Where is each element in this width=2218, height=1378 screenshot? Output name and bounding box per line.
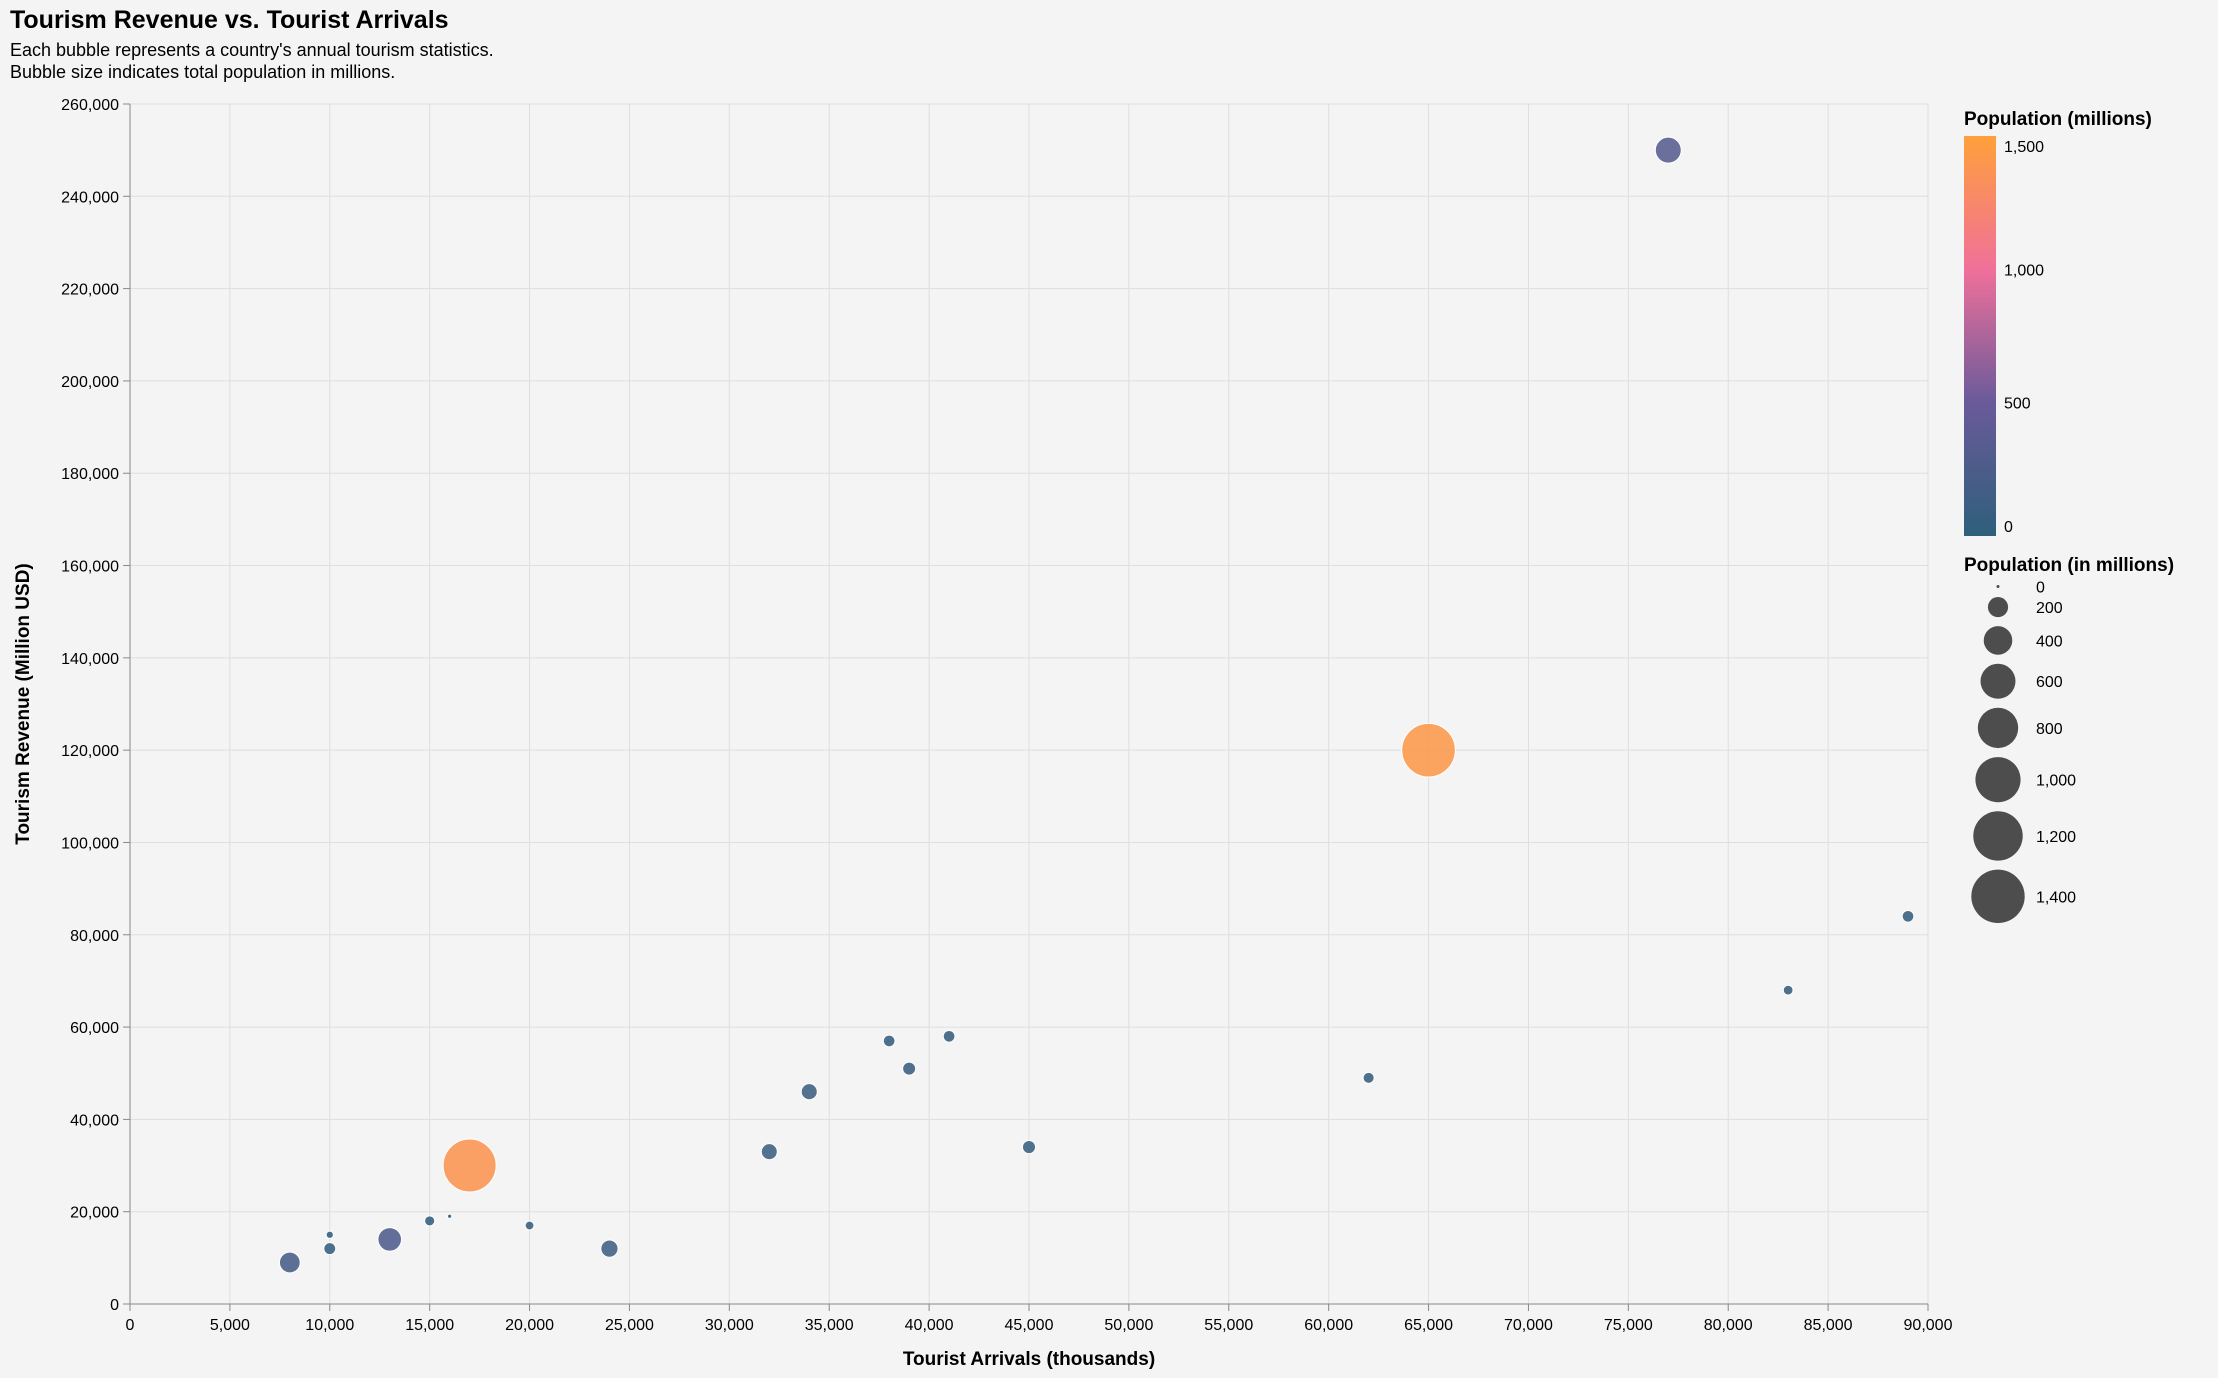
x-tick-label: 40,000 [905, 1317, 954, 1334]
size-legend-symbol [1987, 597, 2009, 618]
data-bubble [1401, 722, 1456, 778]
size-legend-label: 800 [2036, 721, 2063, 738]
size-legend-symbol [1975, 757, 2021, 803]
size-legend-label: 200 [2036, 600, 2063, 617]
y-tick-label: 140,000 [61, 651, 119, 668]
y-tick-label: 80,000 [70, 928, 119, 945]
data-bubble [942, 1029, 956, 1043]
x-tick-label: 5,000 [210, 1317, 250, 1334]
y-tick-label: 200,000 [61, 374, 119, 391]
data-bubble [600, 1239, 619, 1258]
data-bubble [1654, 136, 1682, 164]
color-legend-label: 1,500 [2004, 139, 2044, 156]
color-legend-title: Population (millions) [1964, 109, 2152, 130]
x-tick-label: 70,000 [1504, 1317, 1553, 1334]
size-legend-label: 1,000 [2036, 773, 2076, 790]
data-bubble [442, 1138, 497, 1193]
size-legend-symbol [1983, 626, 2013, 655]
y-tick-label: 0 [110, 1297, 119, 1314]
size-legend-symbol [1971, 869, 2025, 924]
size-legend-symbol [1973, 811, 2023, 861]
data-bubble [424, 1215, 436, 1227]
y-tick-label: 60,000 [70, 1020, 119, 1037]
x-tick-label: 0 [126, 1317, 135, 1334]
data-bubble [1901, 909, 1915, 923]
data-bubble [447, 1213, 453, 1219]
data-bubble [524, 1220, 535, 1231]
y-tick-label: 260,000 [61, 97, 119, 114]
x-tick-label: 65,000 [1404, 1317, 1453, 1334]
x-tick-label: 55,000 [1204, 1317, 1253, 1334]
chart-subtitle-line-1: Each bubble represents a country's annua… [10, 40, 494, 60]
chart-subtitle-line-2: Bubble size indicates total population i… [10, 62, 396, 82]
data-bubble [760, 1143, 778, 1161]
x-tick-label: 90,000 [1904, 1317, 1953, 1334]
x-tick-label: 60,000 [1304, 1317, 1353, 1334]
y-tick-label: 240,000 [61, 189, 119, 206]
x-tick-label: 45,000 [1005, 1317, 1054, 1334]
y-axis-title: Tourism Revenue (Million USD) [13, 563, 34, 845]
x-tick-label: 85,000 [1804, 1317, 1853, 1334]
y-tick-label: 180,000 [61, 466, 119, 483]
color-legend-bar [1964, 136, 1996, 536]
data-bubble [902, 1061, 917, 1076]
size-legend-symbol [1980, 663, 2016, 699]
color-legend-label: 1,000 [2004, 262, 2044, 279]
data-bubble [278, 1251, 301, 1274]
size-legend-label: 1,200 [2036, 829, 2076, 846]
y-tick-label: 20,000 [70, 1205, 119, 1222]
x-tick-label: 25,000 [605, 1317, 654, 1334]
x-tick-label: 80,000 [1704, 1317, 1753, 1334]
data-bubble [1782, 984, 1794, 996]
y-tick-label: 40,000 [70, 1112, 119, 1129]
y-tick-label: 160,000 [61, 559, 119, 576]
chart-title: Tourism Revenue vs. Tourist Arrivals [10, 6, 449, 34]
x-tick-label: 10,000 [305, 1317, 354, 1334]
y-tick-label: 220,000 [61, 282, 119, 299]
data-bubble [323, 1242, 337, 1256]
y-tick-label: 100,000 [61, 835, 119, 852]
size-legend-symbol [1977, 707, 2019, 749]
x-tick-label: 30,000 [705, 1317, 754, 1334]
x-tick-label: 35,000 [805, 1317, 854, 1334]
color-legend-label: 500 [2004, 396, 2031, 413]
size-legend-label: 400 [2036, 633, 2063, 650]
size-legend-title: Population (in millions) [1964, 555, 2174, 576]
data-bubble [377, 1227, 403, 1252]
size-legend-label: 1,400 [2036, 889, 2076, 906]
data-bubble [325, 1230, 334, 1239]
data-bubble [1021, 1140, 1037, 1155]
x-tick-label: 75,000 [1604, 1317, 1653, 1334]
data-bubble [800, 1083, 818, 1101]
size-legend-label: 600 [2036, 674, 2063, 691]
x-tick-label: 50,000 [1104, 1317, 1153, 1334]
color-legend-label: 0 [2004, 519, 2013, 536]
size-legend-symbol [1996, 585, 2000, 588]
x-axis-title: Tourist Arrivals (thousands) [903, 1349, 1155, 1370]
y-tick-label: 120,000 [61, 743, 119, 760]
data-bubble [882, 1034, 896, 1048]
x-tick-label: 15,000 [405, 1317, 454, 1334]
x-tick-label: 20,000 [505, 1317, 554, 1334]
size-legend-label: 0 [2036, 580, 2045, 597]
data-bubble [1362, 1071, 1375, 1084]
